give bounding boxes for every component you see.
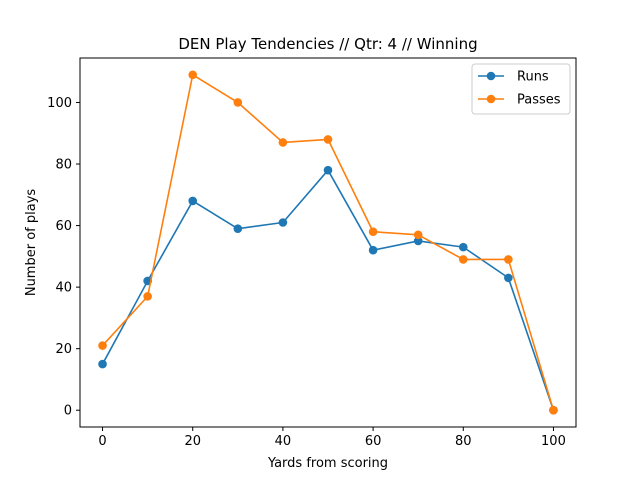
data-point-passes: [368, 227, 378, 237]
data-point-runs: [98, 359, 107, 369]
data-point-passes: [504, 255, 513, 264]
series-passes: [98, 70, 558, 415]
data-point-passes: [413, 230, 423, 240]
data-point-runs: [278, 218, 288, 227]
data-point-runs: [323, 165, 333, 175]
y-tick-label: 40: [55, 281, 72, 296]
plot-frame: [79, 57, 577, 428]
legend-item-passes: Passes: [478, 93, 561, 108]
x-tick-label: 20: [184, 434, 201, 449]
series-runs: [98, 165, 558, 415]
data-point-runs: [458, 242, 468, 252]
y-tick-label: 60: [55, 219, 72, 234]
legend-label: Runs: [517, 70, 549, 85]
y-tick-label: 0: [64, 404, 72, 419]
x-tick-label: 60: [365, 434, 382, 449]
legend-label: Passes: [517, 93, 561, 108]
x-tick-label: 40: [275, 434, 292, 449]
plot-area: [80, 58, 576, 427]
x-axis-label: Yards from scoring: [267, 456, 388, 471]
legend-marker: [486, 71, 496, 81]
data-point-runs: [413, 236, 423, 246]
data-point-passes: [188, 70, 198, 80]
data-point-runs: [504, 273, 513, 283]
data-point-runs: [188, 196, 198, 206]
data-point-passes: [458, 255, 468, 264]
chart-title: DEN Play Tendencies // Qtr: 4 // Winning: [178, 35, 477, 53]
x-axis-ticks: 0 20 40 60 80 100: [98, 427, 566, 449]
data-point-passes: [233, 98, 243, 107]
x-tick-label: 0: [98, 434, 106, 449]
y-tick-label: 20: [55, 342, 72, 357]
y-axis-label: Number of plays: [24, 189, 39, 297]
data-point-runs: [368, 245, 378, 255]
series-layer: [98, 70, 558, 415]
data-point-passes: [143, 292, 152, 301]
data-point-passes: [323, 135, 333, 144]
x-tick-label: 100: [541, 434, 566, 449]
data-point-runs: [233, 224, 243, 233]
y-tick-label: 100: [47, 96, 72, 111]
data-point-passes: [549, 405, 558, 415]
legend-item-runs: Runs: [478, 70, 549, 85]
x-tick-label: 80: [455, 434, 472, 449]
legend: Runs Passes: [471, 63, 571, 115]
data-point-passes: [98, 341, 107, 350]
y-axis-ticks: 0 20 40 60 80 100: [47, 96, 80, 419]
legend-marker: [486, 94, 496, 104]
data-point-passes: [278, 138, 288, 147]
y-tick-label: 80: [55, 158, 72, 173]
